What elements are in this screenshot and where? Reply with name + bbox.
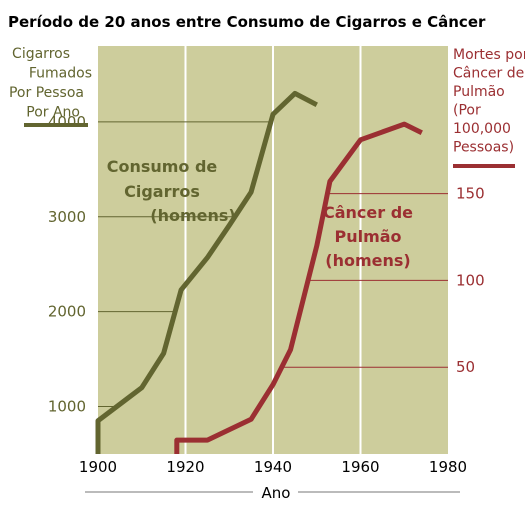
series-annotation: Pulmão <box>334 227 401 246</box>
series-annotation: Consumo de <box>107 157 218 176</box>
left-axis-ticks: 1000 2000 3000 4000 <box>48 113 86 416</box>
right-axis-label-line: Mortes por <box>453 47 525 63</box>
left-axis-label-line: Cigarros <box>12 46 70 62</box>
x-tick-label: 1900 <box>79 458 117 476</box>
right-axis-label-line: Pulmão <box>453 84 505 100</box>
x-axis-label: Ano <box>262 484 291 502</box>
left-tick-label: 2000 <box>48 303 86 321</box>
x-tick-label: 1980 <box>429 458 467 476</box>
left-tick-label: 1000 <box>48 398 86 416</box>
right-axis-label-line: (Por <box>453 103 481 119</box>
right-tick-label: 150 <box>456 185 485 203</box>
chart-title: Período de 20 anos entre Consumo de Ciga… <box>8 13 486 31</box>
reference-lines <box>98 121 448 408</box>
right-axis-label-line: 100,000 <box>453 121 511 137</box>
right-tick-label: 100 <box>456 271 485 289</box>
x-tick-label: 1960 <box>341 458 379 476</box>
right-axis-label-line: Pessoas) <box>453 140 514 156</box>
left-tick-label: 3000 <box>48 208 86 226</box>
left-axis-label-line: Fumados <box>29 66 92 82</box>
x-tick-label: 1940 <box>254 458 292 476</box>
right-axis-label-line: Câncer de <box>453 66 524 82</box>
x-axis-ticks: 1900 1920 1940 1960 1980 <box>79 458 467 476</box>
series-annotations: Consumo de Cigarros (homens) Câncer de Pulmã… <box>107 157 413 270</box>
series-annotation: Cigarros <box>124 182 200 201</box>
right-axis-ticks: 50 100 150 <box>456 185 485 377</box>
series-line-0 <box>95 90 318 454</box>
x-tick-label: 1920 <box>166 458 204 476</box>
left-tick-label: 4000 <box>48 113 86 131</box>
left-axis-label: Cigarros Fumados Por Pessoa Por Ano <box>9 46 92 121</box>
series-line-1 <box>174 121 423 454</box>
left-axis-label-line: Por Pessoa <box>9 85 84 101</box>
series-annotation: (homens) <box>325 251 410 270</box>
series-lines <box>95 90 423 454</box>
right-axis-label: Mortes por Câncer de Pulmão (Por 100,000 Pess… <box>453 47 525 156</box>
series-annotation: Câncer de <box>323 203 413 222</box>
left-axis-label-line: Por Ano <box>26 105 80 121</box>
right-tick-label: 50 <box>456 358 475 376</box>
series-annotation: (homens) <box>150 206 235 225</box>
